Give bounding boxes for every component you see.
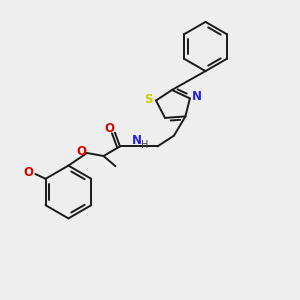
Text: O: O (76, 145, 86, 158)
Text: O: O (104, 122, 114, 136)
Text: S: S (144, 93, 152, 106)
Text: N: N (192, 90, 202, 104)
Text: O: O (24, 166, 34, 179)
Text: N: N (131, 134, 142, 148)
Text: H: H (141, 140, 148, 150)
